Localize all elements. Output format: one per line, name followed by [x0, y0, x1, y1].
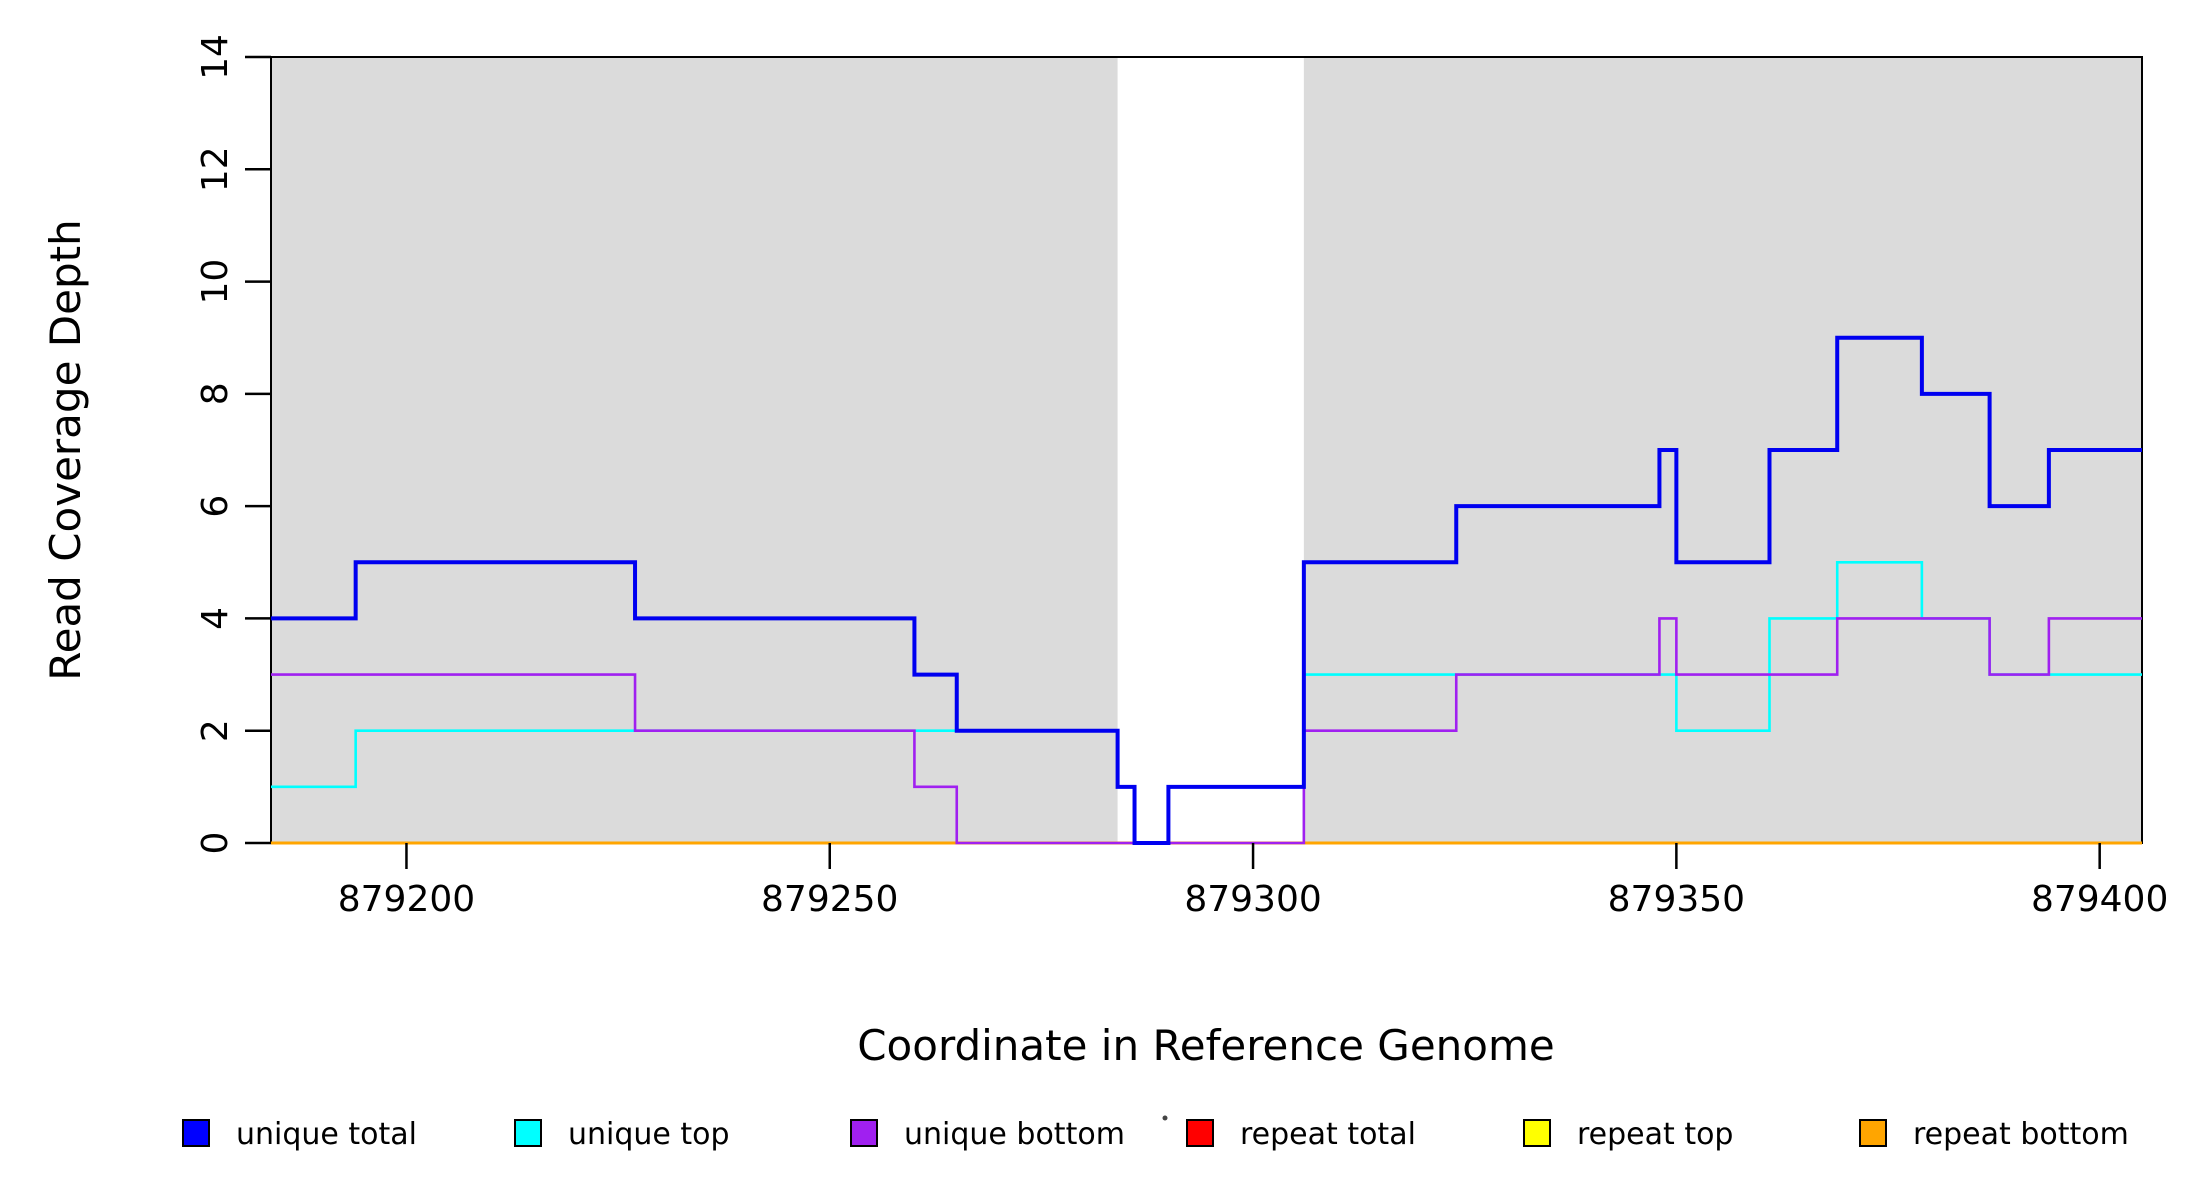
- legend-label: unique total: [236, 1117, 417, 1152]
- legend-item-repeat-bottom: repeat bottom: [1859, 1117, 2129, 1152]
- shaded-region-2: [1303, 57, 2142, 843]
- legend-item-repeat-top: repeat top: [1523, 1117, 1733, 1152]
- y-axis-title: Read Coverage Depth: [41, 219, 90, 680]
- legend-label: repeat bottom: [1913, 1117, 2129, 1152]
- legend-swatch-repeat-total: [1186, 1119, 1214, 1147]
- y-tick-label: 10: [195, 259, 236, 305]
- legend-swatch-unique-bottom: [850, 1119, 878, 1147]
- artifact-layer: [1162, 1115, 1168, 1121]
- legend-item-repeat-total: repeat total: [1186, 1117, 1416, 1152]
- shaded-regions-layer: [271, 57, 2142, 843]
- legend-label: repeat top: [1577, 1117, 1733, 1152]
- y-tick-label: 14: [195, 34, 236, 80]
- x-tick-label: 879250: [761, 879, 898, 920]
- legend: unique total unique top unique bottom repea…: [182, 1117, 2129, 1152]
- legend-swatch-repeat-bottom: [1859, 1119, 1887, 1147]
- stray-dot: [1162, 1115, 1168, 1121]
- series-line-unique-bottom: [271, 617, 2142, 845]
- axis-ticks-layer: 879200 879250 879300 879350 879400 0 2 4 6 8 10 12 1…: [195, 34, 2168, 920]
- legend-swatch-unique-total: [182, 1119, 210, 1147]
- axis-titles-layer: Coordinate in Reference Genome Read Cove…: [41, 219, 1555, 1070]
- y-tick-label: 8: [195, 382, 236, 405]
- legend-label: unique bottom: [904, 1117, 1125, 1152]
- y-tick-label: 2: [195, 719, 236, 742]
- shaded-region-1: [271, 57, 1118, 843]
- legend-item-unique-total: unique total: [182, 1117, 417, 1152]
- legend-label: repeat total: [1240, 1117, 1416, 1152]
- x-axis-title: Coordinate in Reference Genome: [857, 1021, 1555, 1070]
- legend-label: unique top: [568, 1117, 730, 1152]
- y-tick-label: 6: [195, 495, 236, 518]
- x-tick-label: 879350: [1608, 879, 1745, 920]
- legend-swatch-repeat-top: [1523, 1119, 1551, 1147]
- legend-item-unique-bottom: unique bottom: [850, 1117, 1125, 1152]
- series-line-unique-total: [271, 335, 2142, 845]
- x-tick-label: 879200: [338, 879, 475, 920]
- y-tick-label: 12: [195, 146, 236, 192]
- legend-swatch-unique-top: [514, 1119, 542, 1147]
- x-tick-label: 879400: [2031, 879, 2168, 920]
- x-tick-label: 879300: [1184, 879, 1321, 920]
- y-tick-label: 0: [195, 832, 236, 855]
- series-lines-layer: [271, 335, 2142, 845]
- legend-item-unique-top: unique top: [514, 1117, 730, 1152]
- y-tick-label: 4: [195, 607, 236, 630]
